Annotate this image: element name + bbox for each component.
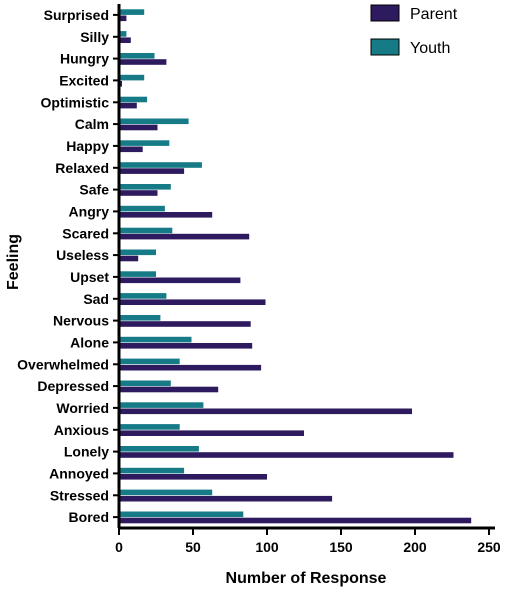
y-tick-label-calm: Calm (75, 116, 109, 132)
x-axis-title: Number of Response (226, 570, 387, 587)
y-tick-label-scared: Scared (62, 225, 109, 241)
x-tick-label-150: 150 (329, 539, 353, 555)
x-tick-label-50: 50 (185, 539, 201, 555)
bar-youth-optimistic (119, 96, 148, 103)
bar-youth-sad (119, 293, 167, 299)
legend: Parent Youth (370, 4, 458, 57)
y-tick-label-bored: Bored (69, 509, 109, 525)
bar-parent-optimistic (119, 102, 137, 109)
legend-label-parent: Parent (410, 6, 458, 23)
bar-parent-scared (119, 233, 250, 240)
bar-youth-silly (119, 31, 127, 37)
bar-parent-relaxed (119, 168, 185, 174)
bar-parent-bored (119, 517, 472, 524)
bar-youth-bored (119, 511, 244, 518)
y-tick-label-worried: Worried (56, 400, 109, 416)
bar-parent-happy (119, 146, 143, 153)
y-tick-label-useless: Useless (56, 247, 109, 263)
axes-layer (113, 4, 495, 535)
bar-parent-anxious (119, 430, 304, 436)
y-tick-label-annoyed: Annoyed (49, 465, 109, 481)
y-tick-label-angry: Angry (69, 203, 110, 219)
bar-parent-nervous (119, 321, 251, 327)
bar-youth-nervous (119, 315, 161, 321)
bar-parent-depressed (119, 386, 219, 393)
y-tick-label-hungry: Hungry (60, 51, 109, 67)
y-tick-label-surprised: Surprised (44, 7, 109, 23)
bar-youth-overwhelmed (119, 358, 180, 365)
y-tick-label-silly: Silly (80, 29, 109, 45)
bar-youth-angry (119, 205, 165, 212)
bar-youth-depressed (119, 380, 171, 387)
bar-youth-relaxed (119, 162, 202, 168)
bar-youth-alone (119, 336, 192, 343)
bar-youth-annoyed (119, 467, 185, 474)
bar-youth-stressed (119, 489, 213, 496)
x-tick-label-200: 200 (403, 539, 427, 555)
x-tick-label-100: 100 (255, 539, 279, 555)
y-tick-labels: Surprised Silly Hungry Excited Optimistic Cal… (17, 7, 109, 525)
y-tick-label-overwhelmed: Overwhelmed (17, 356, 109, 372)
y-tick-label-safe: Safe (79, 182, 109, 198)
bar-parent-lonely (119, 452, 454, 458)
bar-parent-silly (119, 37, 131, 43)
bar-parent-calm (119, 124, 158, 131)
y-tick-label-excited: Excited (59, 72, 109, 88)
bar-parent-overwhelmed (119, 364, 262, 371)
bar-parent-sad (119, 299, 266, 305)
y-tick-label-lonely: Lonely (64, 444, 109, 460)
legend-label-youth: Youth (410, 40, 450, 57)
y-tick-label-relaxed: Relaxed (55, 160, 109, 176)
y-tick-label-happy: Happy (66, 138, 109, 154)
y-tick-label-upset: Upset (70, 269, 109, 285)
bar-youth-surprised (119, 9, 145, 15)
bar-parent-upset (119, 277, 241, 284)
y-tick-label-nervous: Nervous (53, 313, 109, 329)
bar-youth-hungry (119, 53, 155, 59)
bar-parent-surprised (119, 15, 127, 22)
y-tick-label-anxious: Anxious (54, 422, 109, 438)
bar-youth-happy (119, 140, 170, 146)
y-tick-label-depressed: Depressed (37, 378, 109, 394)
bar-parent-safe (119, 190, 158, 196)
y-axis-title: Feeling (5, 234, 22, 290)
bar-parent-stressed (119, 495, 333, 502)
x-tick-label-0: 0 (115, 539, 123, 555)
bar-youth-safe (119, 184, 171, 190)
bar-youth-excited (119, 74, 145, 81)
y-tick-label-alone: Alone (70, 334, 109, 350)
bar-youth-anxious (119, 424, 180, 430)
x-tick-label-250: 250 (477, 539, 501, 555)
legend-swatch-parent (370, 4, 400, 22)
bar-youth-worried (119, 402, 204, 408)
bar-parent-worried (119, 408, 412, 415)
bar-parent-useless (119, 255, 139, 262)
bar-parent-angry (119, 212, 213, 218)
y-tick-label-optimistic: Optimistic (41, 94, 110, 110)
bar-youth-upset (119, 271, 156, 277)
bar-parent-hungry (119, 59, 167, 65)
bar-youth-lonely (119, 446, 199, 452)
bar-youth-scared (119, 227, 173, 234)
legend-swatch-youth (370, 38, 400, 56)
y-tick-label-sad: Sad (83, 291, 109, 307)
bar-youth-useless (119, 249, 156, 256)
y-tick-label-stressed: Stressed (50, 487, 109, 503)
x-tick-labels: 0 50 100 150 200 250 (115, 539, 501, 555)
bars-layer (119, 9, 472, 524)
bar-parent-annoyed (119, 474, 267, 480)
bar-parent-alone (119, 343, 253, 349)
bar-youth-calm (119, 118, 189, 125)
